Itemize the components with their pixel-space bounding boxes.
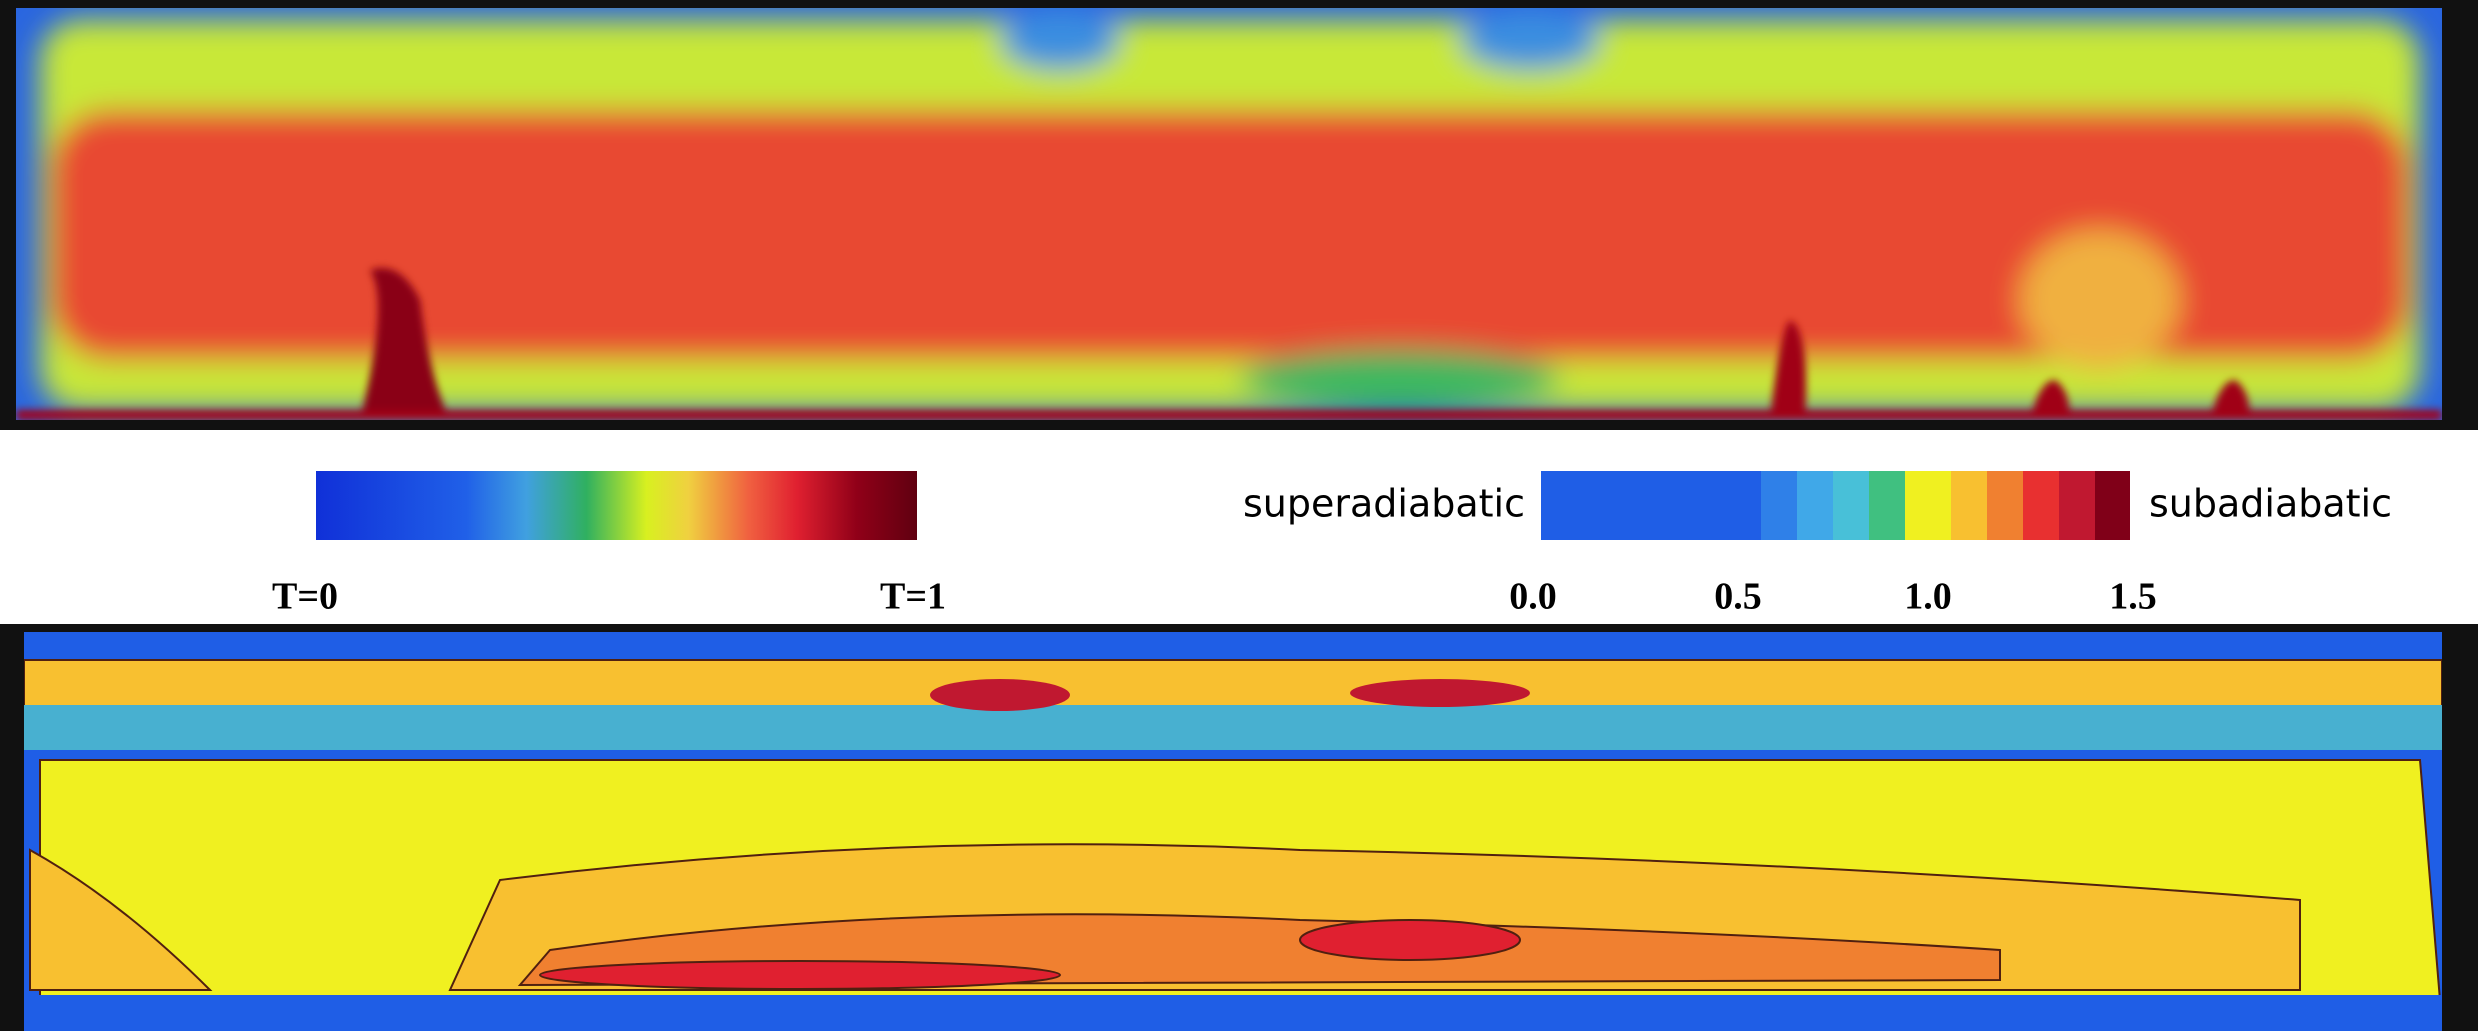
colorbar-min-label: T=0 [272,576,338,618]
temperature-field [16,8,2442,420]
colorbar-tick-label: 1.0 [1904,576,1952,618]
temperature-colorbar [316,471,917,540]
colorbar-tick-label: 0.5 [1714,576,1762,618]
colorbar-max-label: T=1 [880,576,946,618]
colorbar-tick-label: 1.5 [2109,576,2157,618]
colorbar-tick-label: 0.0 [1509,576,1557,618]
colorbar-right-label: subadiabatic [2149,482,2392,526]
gradient-field [24,632,2442,1031]
gradient-colorbar [1541,471,2130,540]
figure: T=0 T=1 superadiabatic subadiabatic 0.0 … [0,0,2478,1031]
colorbar-left-label: superadiabatic [1243,482,1525,526]
